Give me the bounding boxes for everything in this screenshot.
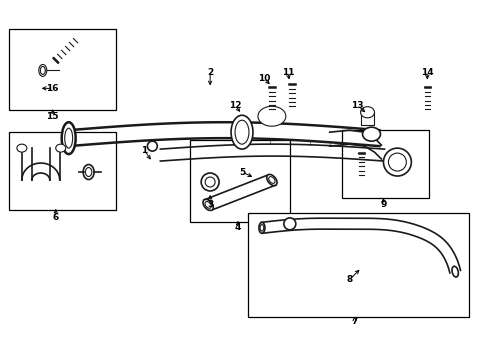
Ellipse shape xyxy=(83,165,94,180)
Text: 13: 13 xyxy=(350,101,363,110)
Ellipse shape xyxy=(268,177,274,183)
Text: 6: 6 xyxy=(53,213,59,222)
Text: 7: 7 xyxy=(351,317,357,326)
Text: 3: 3 xyxy=(206,201,213,210)
Bar xyxy=(9,28,116,110)
Bar xyxy=(247,213,468,318)
Text: 16: 16 xyxy=(46,84,59,93)
Ellipse shape xyxy=(360,107,374,118)
Ellipse shape xyxy=(451,266,457,277)
Ellipse shape xyxy=(17,144,27,152)
Ellipse shape xyxy=(39,64,47,76)
Ellipse shape xyxy=(387,153,406,171)
Text: 9: 9 xyxy=(380,201,386,210)
Ellipse shape xyxy=(383,148,410,176)
Ellipse shape xyxy=(260,225,263,231)
Text: 15: 15 xyxy=(46,112,59,121)
Ellipse shape xyxy=(205,177,215,187)
Text: 8: 8 xyxy=(346,275,352,284)
Text: 14: 14 xyxy=(420,68,433,77)
Ellipse shape xyxy=(230,115,252,149)
Ellipse shape xyxy=(203,199,213,211)
Ellipse shape xyxy=(85,167,92,176)
Bar xyxy=(9,132,116,210)
Bar xyxy=(341,130,428,198)
Text: 2: 2 xyxy=(206,68,213,77)
Text: 5: 5 xyxy=(239,167,244,176)
Ellipse shape xyxy=(61,122,76,154)
Ellipse shape xyxy=(201,173,219,191)
Ellipse shape xyxy=(204,202,211,208)
Ellipse shape xyxy=(259,222,264,233)
Ellipse shape xyxy=(56,144,65,152)
Text: 1: 1 xyxy=(141,145,147,154)
Ellipse shape xyxy=(40,67,45,75)
Bar xyxy=(190,140,289,222)
Text: 12: 12 xyxy=(228,101,241,110)
Ellipse shape xyxy=(64,128,73,148)
Polygon shape xyxy=(360,112,374,125)
Text: 4: 4 xyxy=(234,223,241,232)
Ellipse shape xyxy=(258,106,285,126)
Ellipse shape xyxy=(362,127,380,141)
Circle shape xyxy=(283,218,295,230)
Text: 10: 10 xyxy=(257,74,269,83)
Circle shape xyxy=(147,141,157,151)
Text: 11: 11 xyxy=(281,68,293,77)
Ellipse shape xyxy=(235,120,248,144)
Ellipse shape xyxy=(266,174,277,186)
